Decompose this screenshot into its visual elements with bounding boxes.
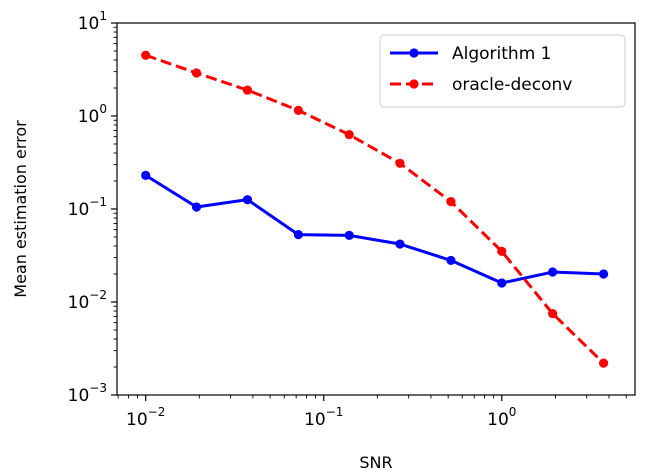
y-tick-label: 10−3 bbox=[68, 381, 107, 406]
data-point-series-2 bbox=[344, 130, 354, 140]
axes: 10−2 10−1 100 10−3 10−2 10−1 100 101 bbox=[68, 9, 636, 430]
data-point-series-2 bbox=[497, 246, 507, 257]
legend-box bbox=[379, 34, 626, 108]
data-point-series-1 bbox=[293, 230, 303, 240]
data-point-series-2 bbox=[191, 68, 202, 78]
x-axis-title: SNR bbox=[359, 453, 392, 472]
y-tick-label: 100 bbox=[78, 102, 107, 127]
y-axis-title: Mean estimation error bbox=[11, 120, 30, 298]
data-point-series-2 bbox=[598, 358, 609, 368]
x-tick-label: 10−1 bbox=[304, 405, 343, 430]
data-point-series-2 bbox=[395, 158, 405, 168]
data-point-series-1 bbox=[446, 255, 456, 266]
y-tick-label: 10−2 bbox=[68, 288, 107, 313]
legend-label-2: oracle-deconv bbox=[452, 75, 572, 95]
x-tick-label: 10−2 bbox=[126, 405, 165, 430]
data-point-series-1 bbox=[395, 239, 405, 249]
plot-area bbox=[141, 50, 609, 368]
series-line-2 bbox=[145, 53, 605, 365]
data-point-series-2 bbox=[446, 197, 456, 207]
legend-marker-2 bbox=[409, 79, 419, 89]
legend: Algorithm 1 oracle-deconv bbox=[379, 34, 626, 108]
data-point-series-1 bbox=[242, 195, 253, 205]
legend-marker-1 bbox=[409, 48, 419, 58]
data-point-series-1 bbox=[191, 202, 202, 212]
series-line-1 bbox=[144, 174, 604, 285]
data-point-series-2 bbox=[242, 85, 253, 95]
data-point-series-1 bbox=[497, 278, 507, 288]
data-point-series-2 bbox=[293, 105, 303, 115]
data-point-series-2 bbox=[141, 50, 151, 60]
y-tick-label: 10−1 bbox=[68, 195, 107, 220]
data-point-series-1 bbox=[548, 267, 558, 277]
data-point-series-2 bbox=[548, 309, 558, 319]
data-point-series-1 bbox=[141, 170, 151, 180]
legend-label-1: Algorithm 1 bbox=[452, 44, 551, 64]
data-point-series-1 bbox=[344, 230, 354, 241]
data-point-series-1 bbox=[598, 269, 609, 279]
x-tick-label: 100 bbox=[487, 405, 516, 430]
y-tick-label: 101 bbox=[78, 9, 107, 34]
